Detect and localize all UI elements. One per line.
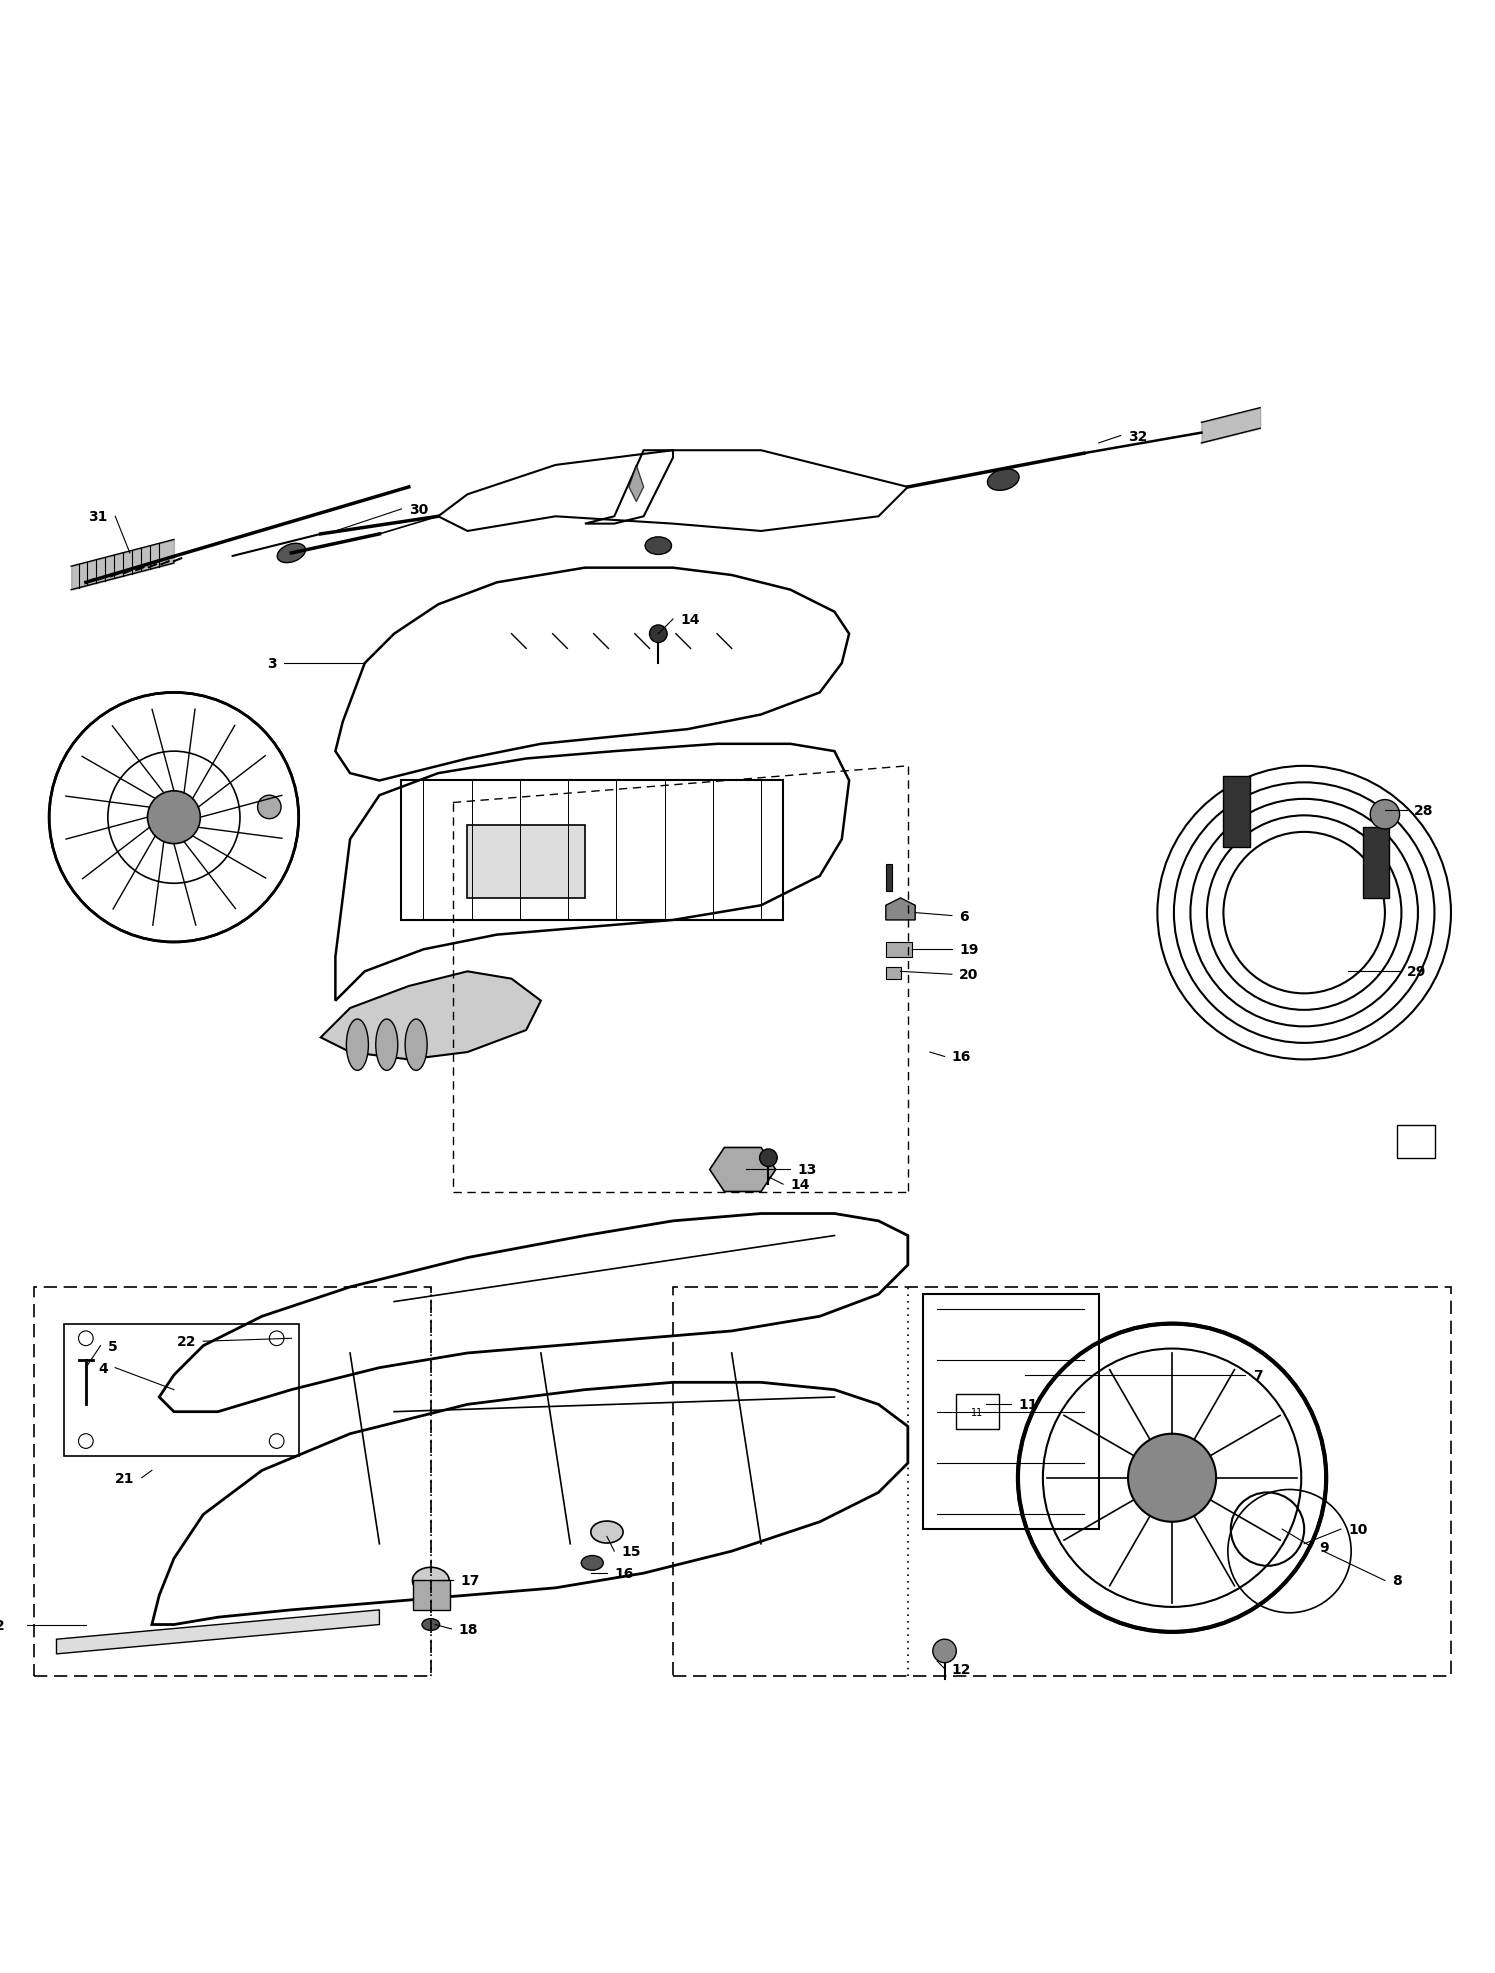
Circle shape [79,1332,93,1346]
Text: 14: 14 [680,614,700,627]
Text: 14: 14 [791,1178,810,1192]
Polygon shape [710,1148,776,1192]
Bar [887,864,891,892]
Bar [468,825,585,898]
Bar [887,943,912,957]
Circle shape [933,1640,957,1663]
Ellipse shape [277,545,305,564]
Text: 32: 32 [1129,430,1147,444]
Text: 4: 4 [99,1361,108,1375]
Ellipse shape [375,1020,398,1071]
Text: 11: 11 [970,1407,984,1417]
Text: 2: 2 [0,1618,4,1632]
Text: 20: 20 [960,969,979,983]
Text: 15: 15 [622,1545,641,1559]
Polygon shape [629,466,644,503]
Text: 29: 29 [1407,965,1426,979]
Text: 16: 16 [614,1567,634,1580]
Text: 3: 3 [268,657,277,671]
Bar [402,781,783,921]
Ellipse shape [347,1020,368,1071]
Text: 7: 7 [1253,1369,1262,1383]
Text: 22: 22 [176,1334,196,1348]
Text: 18: 18 [459,1622,478,1636]
Text: 30: 30 [408,503,428,517]
Circle shape [148,791,200,844]
Ellipse shape [646,537,671,554]
Polygon shape [887,898,915,921]
Circle shape [257,795,281,819]
Circle shape [1371,801,1399,829]
Text: 17: 17 [460,1574,480,1588]
Ellipse shape [582,1557,604,1571]
Ellipse shape [413,1567,448,1594]
Bar [1363,829,1389,898]
Text: 13: 13 [798,1162,818,1176]
Text: 11: 11 [1018,1397,1038,1411]
Text: 21: 21 [115,1472,135,1486]
Ellipse shape [987,470,1020,491]
Polygon shape [321,973,541,1060]
Text: 9: 9 [1319,1541,1329,1555]
Ellipse shape [591,1521,623,1543]
Polygon shape [57,1610,380,1653]
Circle shape [759,1150,777,1166]
Text: 16: 16 [952,1050,972,1063]
Circle shape [1129,1434,1215,1521]
Ellipse shape [405,1020,428,1071]
Text: 19: 19 [960,943,979,957]
Bar [673,1286,1452,1675]
Text: 28: 28 [1414,803,1434,817]
Text: 12: 12 [952,1661,972,1675]
Bar [34,1286,431,1675]
Bar [887,967,900,979]
Text: 31: 31 [88,511,108,525]
Circle shape [269,1332,284,1346]
Text: 10: 10 [1348,1523,1368,1537]
Bar [64,1324,299,1456]
Bar [922,1294,1099,1529]
Bar [413,1580,450,1610]
Bar [1223,777,1250,846]
Circle shape [269,1434,284,1448]
Circle shape [79,1434,93,1448]
Ellipse shape [422,1618,440,1630]
Text: 8: 8 [1392,1574,1402,1588]
Circle shape [649,625,667,643]
Text: 5: 5 [108,1340,118,1353]
Text: 6: 6 [960,910,969,923]
